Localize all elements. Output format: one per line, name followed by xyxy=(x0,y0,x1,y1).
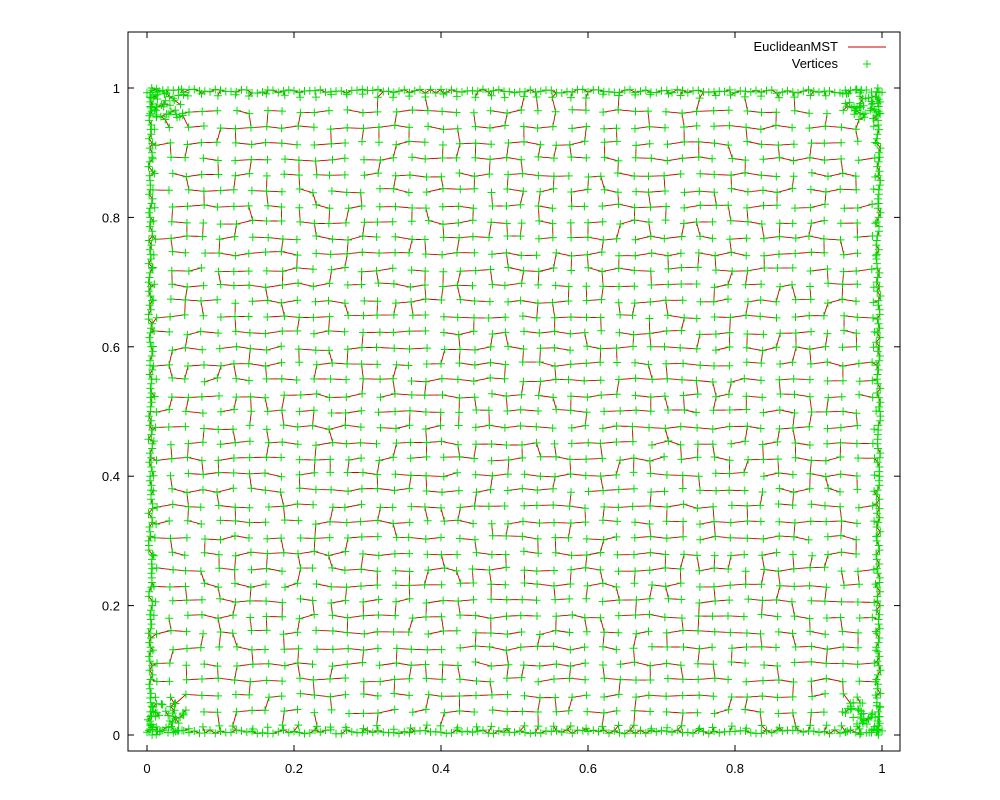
y-tick-label: 0.4 xyxy=(102,469,120,484)
vertex-points xyxy=(143,84,886,739)
plot-frame xyxy=(127,31,901,752)
legend-marker-vertices xyxy=(863,60,871,68)
legend-label-mst: EuclideanMST xyxy=(753,39,838,54)
x-tick-label: 0.4 xyxy=(432,761,450,776)
legend-label-vertices: Vertices xyxy=(792,56,839,71)
y-tick-label: 0.6 xyxy=(102,340,120,355)
y-tick-label: 1 xyxy=(113,81,120,96)
y-tick-label: 0 xyxy=(113,728,120,743)
x-axis-ticks: 0 0.2 0.4 0.6 0.8 1 xyxy=(143,32,886,776)
y-tick-label: 0.2 xyxy=(102,599,120,614)
y-tick-label: 0.8 xyxy=(102,210,120,225)
x-tick-label: 0.8 xyxy=(726,761,744,776)
vertex-marker-path xyxy=(143,84,886,739)
x-tick-label: 1 xyxy=(878,761,885,776)
x-tick-label: 0.6 xyxy=(579,761,597,776)
x-tick-label: 0.2 xyxy=(285,761,303,776)
legend: EuclideanMST Vertices xyxy=(753,39,886,71)
x-tick-label: 0 xyxy=(143,761,150,776)
y-axis-ticks: 0 0.2 0.4 0.6 0.8 1 xyxy=(102,81,900,743)
